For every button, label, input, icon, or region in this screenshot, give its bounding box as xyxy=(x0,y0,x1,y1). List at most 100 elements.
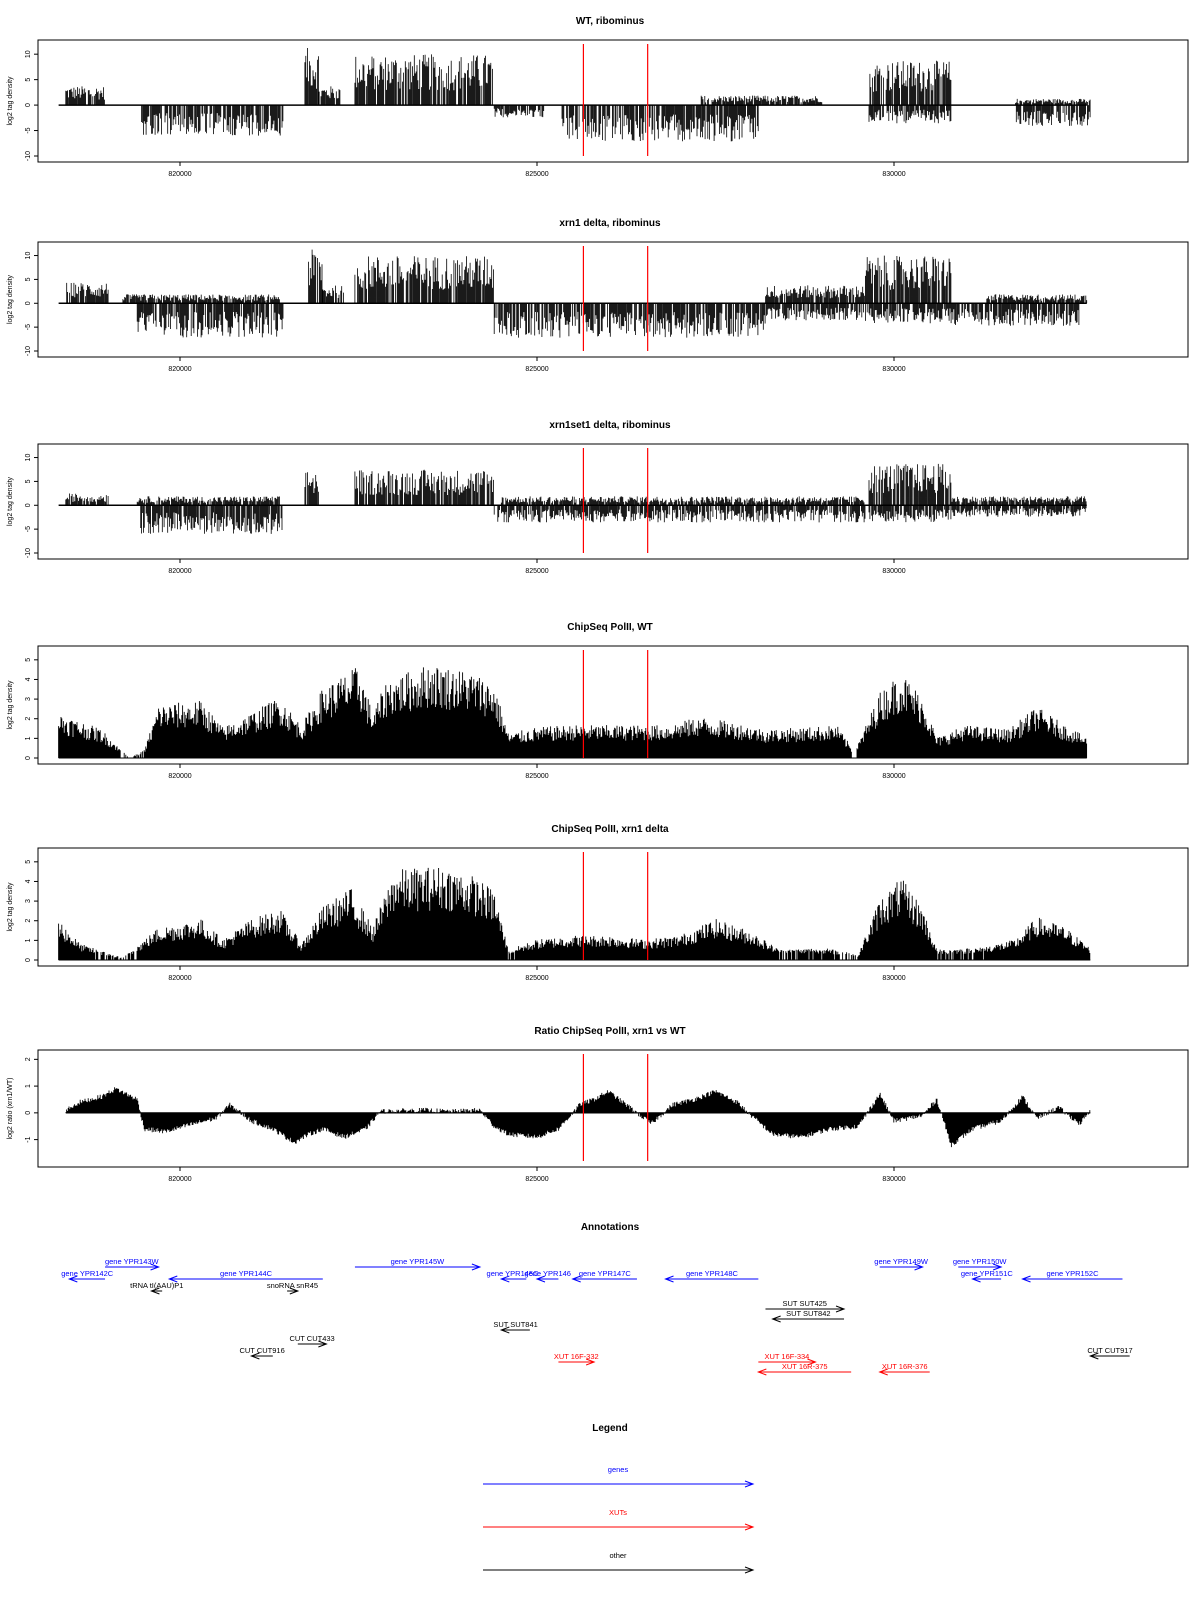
legend-entries: genes XUTs other xyxy=(483,1465,755,1574)
x-tick-label: 830000 xyxy=(882,1176,905,1183)
annotations-title: Annotations xyxy=(581,1222,640,1233)
feature-label: gene YPR150W xyxy=(953,1257,1008,1266)
tag-density-bars xyxy=(65,48,1091,142)
annotation-feature: gene YPR148C xyxy=(664,1269,759,1283)
annotation-feature: gene YPR146 xyxy=(524,1269,571,1283)
plot-frame xyxy=(37,645,1189,765)
data-series xyxy=(58,667,1088,759)
data-series xyxy=(65,1087,1091,1148)
feature-arrow-head xyxy=(150,1287,160,1295)
feature-arrow-head xyxy=(1088,1352,1099,1360)
legend-arrow-head xyxy=(744,1480,755,1488)
annotation-feature: gene YPR149W xyxy=(874,1257,929,1271)
annotation-features: gene YPR143W gene YPR142C gene YPR144C tRNA… xyxy=(61,1257,1133,1376)
annotation-feature: gene YPR152C xyxy=(1021,1269,1123,1283)
feature-label: gene YPR147C xyxy=(579,1269,632,1278)
feature-label: gene YPR152C xyxy=(1047,1269,1100,1278)
feature-arrow-head xyxy=(756,1368,767,1376)
tag-density-bars xyxy=(65,463,1087,534)
feature-label: gene YPR145W xyxy=(391,1257,446,1266)
y-tick-label: 3 xyxy=(25,697,32,701)
legend-label: XUTs xyxy=(609,1508,627,1517)
y-tick-label: -5 xyxy=(25,324,32,330)
y-tick-label: 2 xyxy=(25,919,32,923)
annotation-feature: gene YPR150W xyxy=(953,1257,1008,1271)
data-series xyxy=(58,463,1087,534)
tag-density-bars xyxy=(66,249,1088,338)
y-tick-label: 1 xyxy=(25,1084,32,1088)
feature-label: XUT 16F-332 xyxy=(554,1352,599,1361)
feature-arrow-head xyxy=(1021,1275,1031,1283)
y-tick-label: 4 xyxy=(25,677,32,681)
track-panel-5: Ratio ChipSeq PolII, xrn1 vs WT -1 0 1 2 log2… xyxy=(7,1026,1189,1183)
data-series xyxy=(58,867,1091,961)
feature-arrow-head xyxy=(289,1287,300,1295)
chip-density-bars xyxy=(58,667,1088,758)
y-tick-label: 5 xyxy=(25,277,32,281)
feature-label: CUT CUT917 xyxy=(1087,1346,1132,1355)
feature-arrow-head xyxy=(878,1368,888,1376)
y-axis-label: log2 tag density xyxy=(7,680,14,730)
feature-label: CUT CUT433 xyxy=(289,1334,334,1343)
feature-arrow-head xyxy=(771,1315,781,1323)
panel-title: ChipSeq PolII, xrn1 delta xyxy=(551,824,669,835)
panel-title: xrn1 delta, ribominus xyxy=(559,218,661,229)
legend-entry: genes xyxy=(483,1465,755,1488)
feature-arrow-head xyxy=(807,1358,817,1366)
feature-label: gene YPR149W xyxy=(874,1257,929,1266)
x-tick-label: 825000 xyxy=(525,773,548,780)
feature-label: gene YPR144C xyxy=(220,1269,273,1278)
y-tick-label: 2 xyxy=(25,717,32,721)
x-tick-label: 830000 xyxy=(882,773,905,780)
y-tick-label: 2 xyxy=(25,1057,32,1061)
annotation-feature: gene YPR143W xyxy=(105,1257,161,1271)
feature-arrow-head xyxy=(499,1326,510,1334)
annotations-section: Annotations gene YPR143W gene YPR142C gene… xyxy=(61,1222,1133,1376)
annotation-feature: XUT 16F-334 xyxy=(758,1352,817,1366)
feature-label: gene YPR143W xyxy=(105,1257,160,1266)
x-tick-label: 830000 xyxy=(882,568,905,575)
panel-title: Ratio ChipSeq PolII, xrn1 vs WT xyxy=(534,1026,685,1037)
x-tick-label: 820000 xyxy=(168,975,191,982)
feature-arrow-head xyxy=(318,1340,328,1348)
feature-label: XUT 16F-334 xyxy=(764,1352,809,1361)
feature-label: XUT 16R-375 xyxy=(782,1362,828,1371)
y-tick-label: 5 xyxy=(25,78,32,82)
x-tick-label: 820000 xyxy=(168,568,191,575)
annotation-feature: XUT 16R-375 xyxy=(756,1362,852,1376)
y-tick-label: 0 xyxy=(25,301,32,305)
feature-arrow-head xyxy=(471,1263,482,1271)
feature-arrow-head xyxy=(150,1263,161,1271)
feature-label: gene YPR148C xyxy=(686,1269,739,1278)
y-tick-label: 4 xyxy=(25,879,32,883)
feature-label: XUT 16R-376 xyxy=(882,1362,928,1371)
annotation-feature: XUT 16R-376 xyxy=(878,1362,930,1376)
x-tick-label: 820000 xyxy=(168,1176,191,1183)
feature-label: gene YPR146 xyxy=(524,1269,571,1278)
x-tick-label: 820000 xyxy=(168,171,191,178)
annotation-feature: gene YPR151C xyxy=(961,1269,1013,1283)
y-tick-label: 3 xyxy=(25,899,32,903)
x-tick-label: 820000 xyxy=(168,773,191,780)
feature-arrow-head xyxy=(249,1352,260,1360)
y-tick-label: 5 xyxy=(25,479,32,483)
annotation-feature: gene YPR145C- xyxy=(487,1269,542,1283)
feature-label: snoRNA snR45 xyxy=(267,1281,318,1290)
annotation-feature: SUT SUT842 xyxy=(771,1309,845,1323)
plot-frame xyxy=(37,39,1189,163)
annotation-feature: CUT CUT917 xyxy=(1087,1346,1133,1360)
x-tick-label: 825000 xyxy=(525,1176,548,1183)
legend-label: other xyxy=(609,1551,627,1560)
y-axis-label: log2 tag density xyxy=(7,476,14,526)
feature-label: gene YPR142C xyxy=(61,1269,114,1278)
plot-frame xyxy=(37,443,1189,560)
legend-title: Legend xyxy=(592,1423,628,1434)
panel-title: WT, ribominus xyxy=(576,16,645,27)
plot-frame xyxy=(37,241,1189,358)
annotation-feature: gene YPR145W xyxy=(354,1257,482,1271)
y-axis-label: log2 tag density xyxy=(7,274,14,324)
feature-arrow-head xyxy=(971,1275,981,1283)
y-tick-label: 0 xyxy=(25,1111,32,1115)
